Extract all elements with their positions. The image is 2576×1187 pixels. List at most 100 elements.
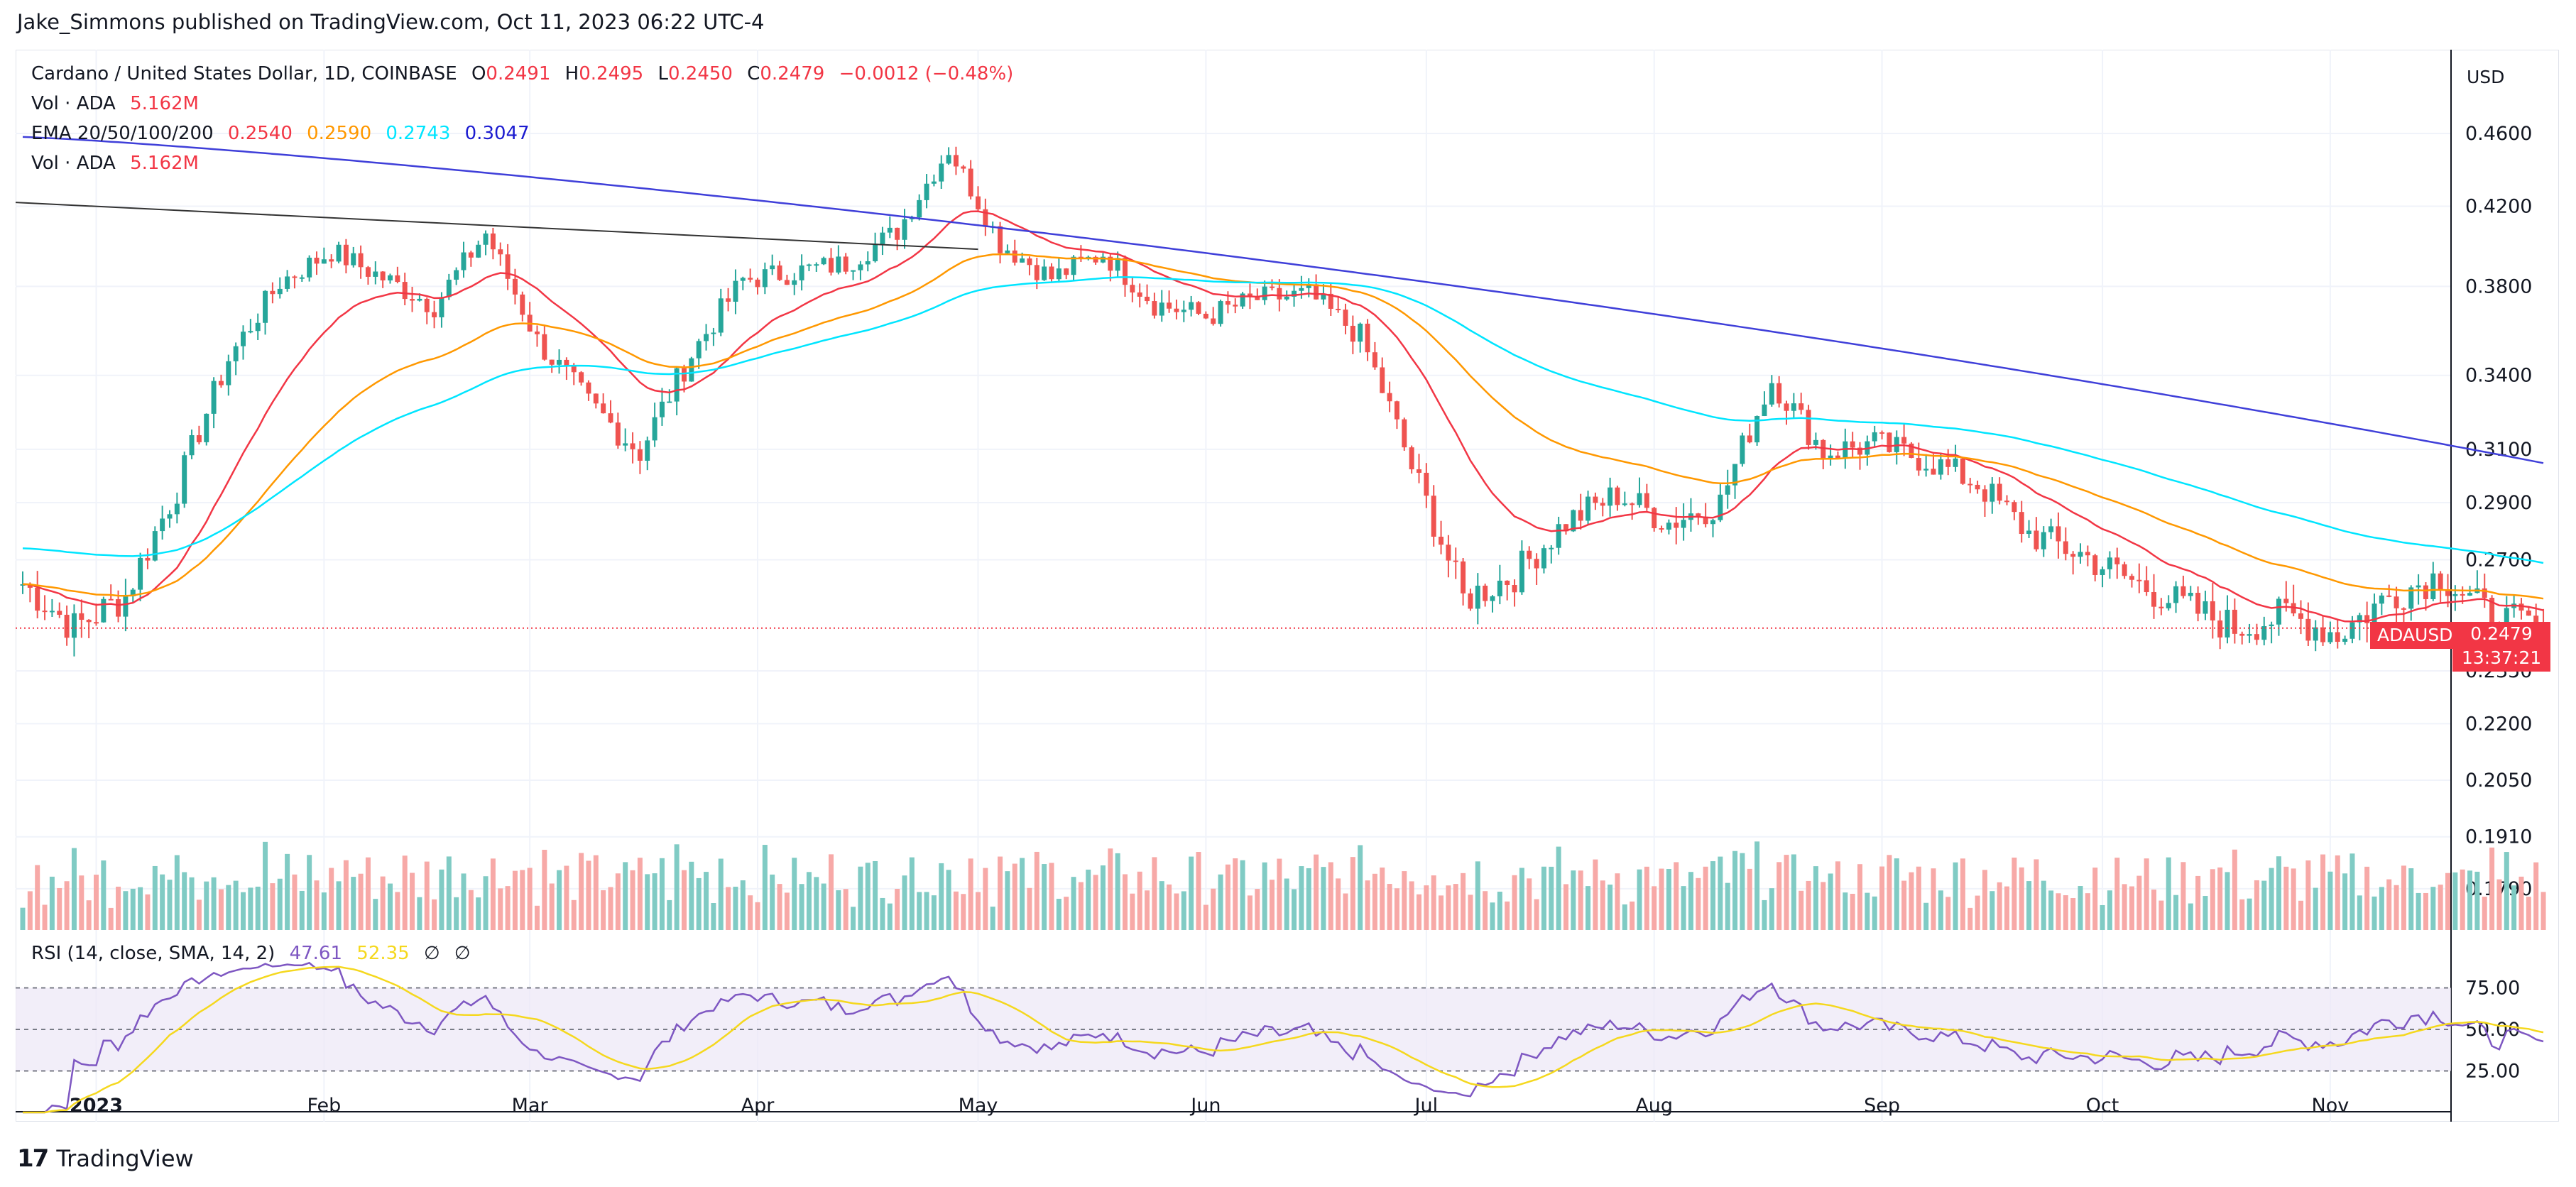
candle-body (1909, 443, 1914, 459)
candle-body (2349, 622, 2355, 639)
volume-bar (593, 855, 599, 930)
volume-bar (865, 863, 871, 930)
candle-body (1835, 455, 1840, 459)
candle-body (116, 599, 121, 617)
volume-bar (2159, 900, 2164, 930)
tradingview-mark-icon: 17 (17, 1144, 49, 1173)
candle-body (1600, 503, 1605, 506)
candle-body (2261, 626, 2267, 640)
volume-bar (1380, 868, 1385, 930)
volume-bar (108, 907, 114, 930)
volume-bar (439, 869, 444, 930)
volume-bar (829, 854, 834, 930)
candle-body (1990, 483, 1995, 502)
volume-bar (2496, 879, 2502, 930)
volume-bar (1218, 874, 1223, 930)
volume-bar (329, 868, 334, 930)
candle-body (1167, 302, 1172, 309)
volume-bar (490, 858, 496, 930)
volume-bar (2078, 886, 2083, 930)
candle-body (983, 209, 988, 227)
volume-bar (1145, 890, 1150, 930)
volume-bar (2445, 873, 2450, 930)
volume-bar (1336, 878, 1341, 930)
candle-body (1960, 458, 1965, 484)
volume-bar (1865, 892, 1870, 930)
candle-body (1350, 325, 1355, 342)
volume-bar (1167, 884, 1172, 930)
volume-bar (2489, 847, 2495, 930)
rsi-label: RSI (14, close, SMA, 14, 2) (31, 943, 275, 964)
volume-bar (321, 892, 327, 930)
candle-body (762, 269, 768, 288)
candle-body (740, 278, 746, 281)
volume-bar (373, 899, 378, 930)
candle-body (248, 331, 253, 333)
volume-bar (953, 891, 959, 930)
volume-bar (86, 900, 92, 930)
tradingview-logo[interactable]: 17 TradingView (17, 1144, 194, 1173)
candle-body (402, 282, 408, 300)
volume-bar (2129, 886, 2134, 930)
volume-bar (1475, 861, 1480, 930)
rsi-sma-value: 52.35 (356, 943, 410, 964)
candle-body (2070, 554, 2076, 557)
volume-bar (2467, 870, 2473, 930)
y-tick-label: 0.3800 (2465, 275, 2532, 297)
volume-bar (116, 886, 121, 930)
volume-bar (895, 888, 900, 930)
volume-bar (939, 863, 944, 930)
candle-body (1541, 548, 1546, 569)
volume-bar (1652, 886, 1657, 930)
volume-bar (564, 865, 569, 930)
candle-body (512, 278, 518, 295)
candle-body (182, 455, 187, 504)
volume-bar (1571, 870, 1576, 930)
volume-bar (1306, 868, 1311, 930)
candle-body (895, 227, 900, 240)
volume-bar (1688, 872, 1693, 930)
volume-bar (1857, 864, 1862, 930)
volume-bar (1534, 899, 1539, 930)
candle-body (1659, 528, 1664, 530)
candle-body (2276, 598, 2281, 625)
volume-bar (623, 862, 628, 930)
volume-bar (645, 874, 650, 930)
volume-bar (1490, 902, 1495, 930)
candle-body (2408, 587, 2414, 609)
volume-bar (1835, 861, 1840, 930)
volume-bar (608, 887, 613, 930)
candle-body (1387, 393, 1392, 402)
volume-bar (2166, 857, 2171, 930)
candle-body (2364, 615, 2370, 623)
volume-bar (145, 894, 151, 930)
candle-body (2151, 592, 2156, 607)
volume-bar (152, 865, 158, 930)
volume-bar (843, 889, 848, 930)
volume-bar (71, 848, 77, 930)
volume-bar (1718, 856, 1723, 930)
volume-bar (2533, 862, 2539, 930)
candle-body (976, 196, 981, 209)
candle-body (1005, 250, 1010, 253)
candle-body (777, 265, 782, 280)
volume-legend: Vol · ADA 5.162M (31, 89, 207, 118)
volume-bar (1402, 871, 1407, 930)
volume-bar (1777, 862, 1782, 930)
candle-body (314, 257, 320, 264)
volume-bar (1108, 848, 1113, 930)
candle-body (1159, 302, 1164, 316)
candle-body (880, 232, 885, 244)
volume-bar (851, 907, 856, 930)
volume-bar (138, 887, 143, 930)
candle-body (1982, 489, 1987, 502)
currency-selector[interactable]: USD (2467, 67, 2505, 87)
candle-body (277, 288, 283, 295)
candle-body (42, 611, 48, 613)
volume-bar (307, 855, 312, 930)
volume-bar (498, 888, 503, 930)
candle-body (1784, 403, 1789, 411)
candle-body (1622, 503, 1627, 505)
volume-bar (2217, 867, 2223, 930)
